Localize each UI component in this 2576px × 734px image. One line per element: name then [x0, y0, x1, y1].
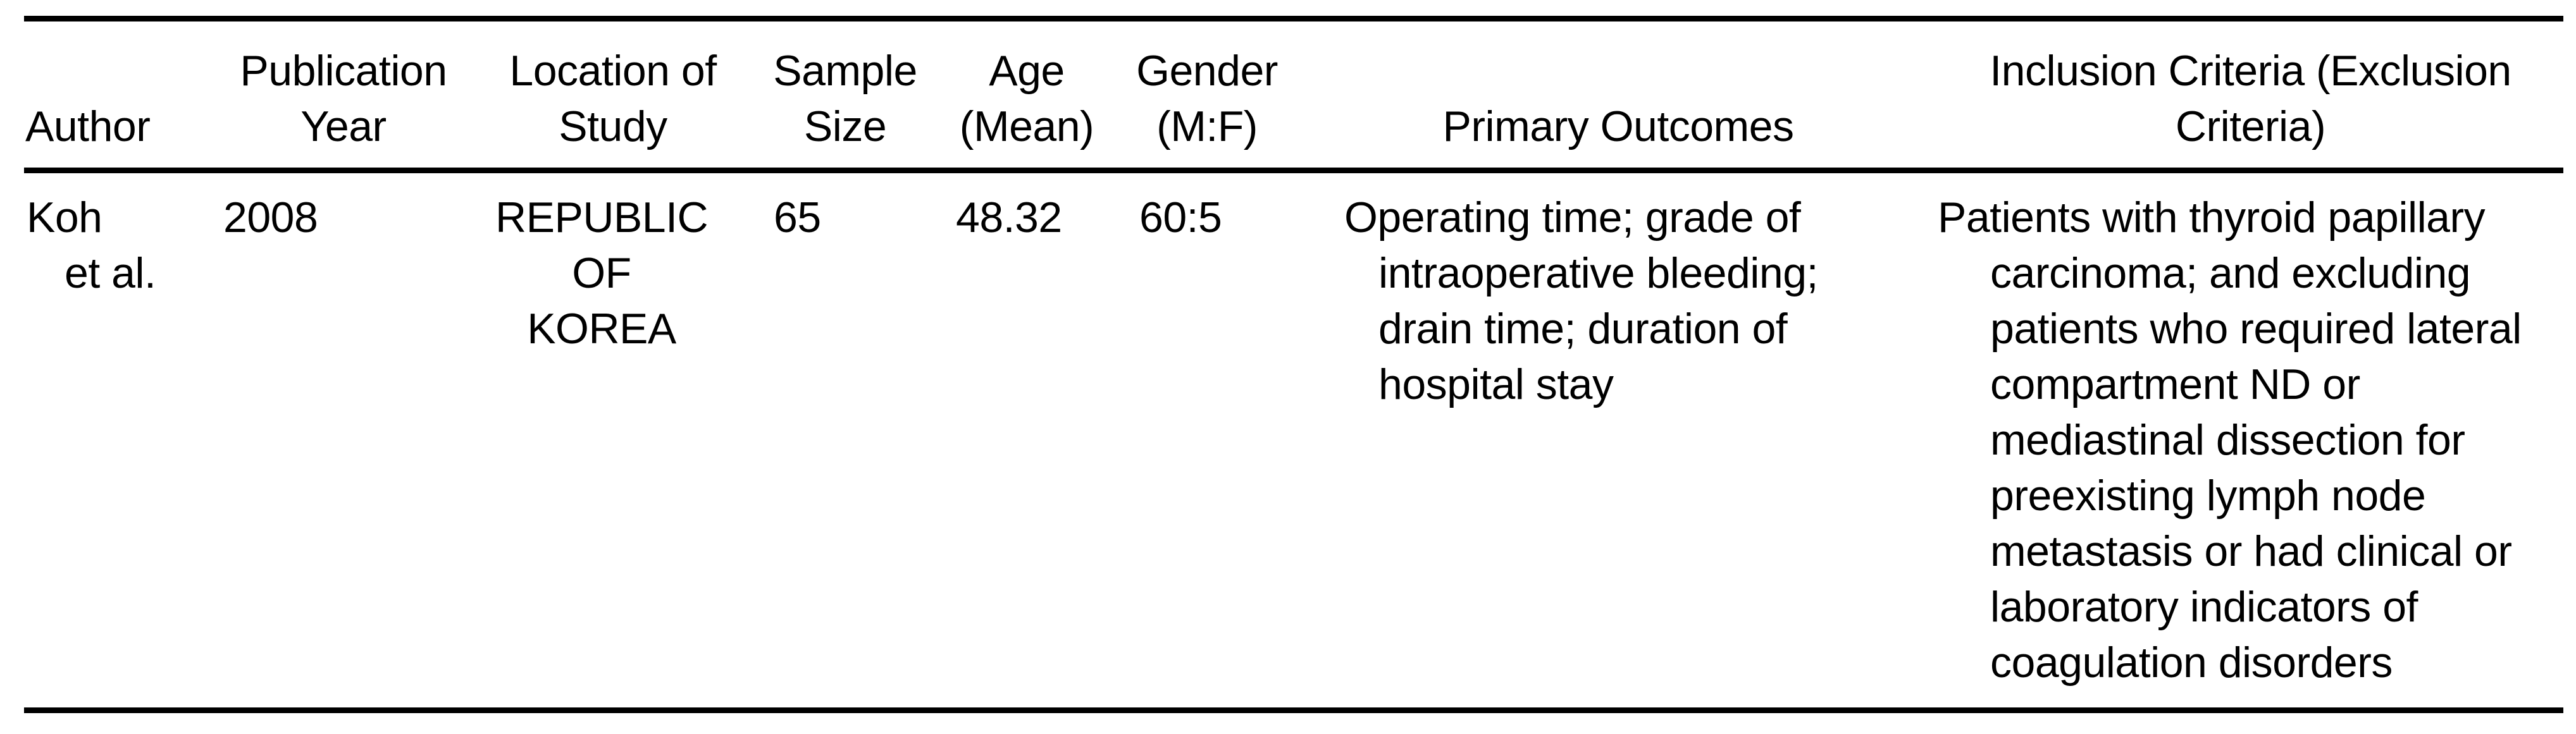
header-row: Author Publication Year Location of Stud…: [24, 19, 2563, 171]
cell-sample-size: 65: [774, 193, 821, 242]
header-publication-year: Publication Year: [240, 47, 447, 150]
cell-publication-year: 2008: [223, 193, 318, 242]
header-age-mean: Age (Mean): [959, 47, 1094, 150]
table-row: Koh et al. 2008 REPUBLIC OF KOREA 65 48.…: [24, 171, 2563, 711]
header-primary-outcomes: Primary Outcomes: [1442, 102, 1795, 150]
cell-age-mean: 48.32: [956, 193, 1062, 242]
study-characteristics-table: Author Publication Year Location of Stud…: [24, 16, 2563, 713]
header-sample-size: Sample Size: [773, 47, 917, 150]
table-body: Koh et al. 2008 REPUBLIC OF KOREA 65 48.…: [24, 171, 2563, 711]
header-inclusion-criteria: Inclusion Criteria (Exclusion Criteria): [1990, 47, 2511, 150]
table-header: Author Publication Year Location of Stud…: [24, 19, 2563, 171]
header-author: Author: [25, 102, 151, 150]
cell-location-of-study: REPUBLIC OF KOREA: [495, 193, 709, 353]
cell-inclusion-criteria: Patients with thyroid papillary carcinom…: [1938, 193, 2522, 687]
header-gender-mf: Gender (M:F): [1136, 47, 1278, 150]
header-location-of-study: Location of Study: [509, 47, 717, 150]
cell-primary-outcomes: Operating time; grade of intraoperative …: [1344, 193, 1818, 408]
cell-gender-mf: 60:5: [1139, 193, 1222, 242]
cell-author: Koh et al.: [27, 193, 156, 297]
